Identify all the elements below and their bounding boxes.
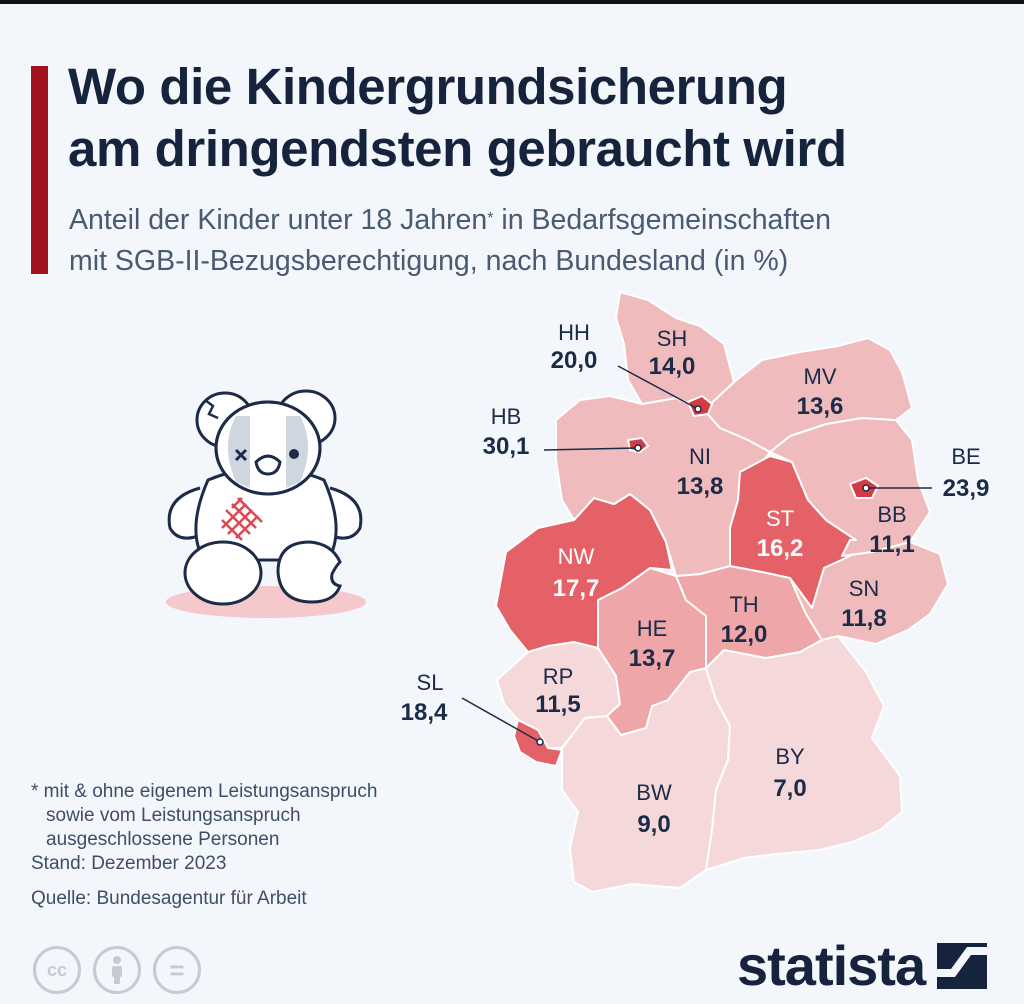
label-st-value: 16,2 [757, 535, 804, 562]
footnote-line-3: ausgeschlossene Personen [46, 829, 280, 850]
label-st-code: ST [766, 506, 794, 531]
state-he-shape [597, 567, 707, 736]
bear-left-leg [183, 540, 263, 606]
subtitle: Anteil der Kinder unter 18 Jahren* in Be… [69, 200, 1009, 282]
teddy-bear-illustration [166, 389, 366, 618]
label-bw-code: BW [636, 780, 672, 805]
label-sh-code: SH [657, 326, 688, 351]
state-mv-shape [703, 337, 913, 453]
label-th-value: 12,0 [721, 621, 768, 648]
cc-icon-text: cc [46, 959, 68, 980]
person-icon [112, 956, 122, 984]
state-labels: SH 14,0 HH 20,0 MV 13,6 HB 30,1 NI 13,8 … [401, 320, 990, 838]
label-sn-code: SN [849, 576, 880, 601]
label-rp-code: RP [543, 664, 574, 689]
title-line-1: Wo die Kindergrundsicherung [68, 58, 788, 115]
cc-icon[interactable]: cc [33, 946, 81, 994]
nd-icon-text: = [169, 954, 185, 985]
leader-dots [536, 405, 870, 746]
label-hh-code: HH [558, 320, 590, 345]
attribution-icon[interactable] [93, 946, 141, 994]
label-sh-value: 14,0 [649, 353, 696, 380]
label-ni-value: 13,8 [677, 473, 724, 500]
label-hb-code: HB [491, 404, 522, 429]
label-bb-value: 11,1 [869, 531, 914, 558]
label-be-code: BE [951, 444, 980, 469]
label-mv-value: 13,6 [797, 393, 844, 420]
subtitle-text-b: in Bedarfsgemeinschaften [493, 204, 831, 236]
label-mv-code: MV [804, 364, 837, 389]
footnote-line-2: sowie vom Leistungsanspruch [46, 805, 301, 826]
label-sl-code: SL [417, 670, 444, 695]
label-by-value: 7,0 [773, 775, 806, 802]
label-sl-value: 18,4 [401, 699, 448, 726]
states-layer [495, 291, 949, 893]
title-accent-bar [31, 66, 48, 274]
bear-right-leg [276, 540, 343, 604]
label-ni-code: NI [689, 444, 711, 469]
label-bb-code: BB [877, 502, 906, 527]
statista-logo-icon [937, 943, 988, 989]
state-sh-shape [615, 291, 735, 411]
bear-patch [221, 497, 263, 541]
source-note: Quelle: Bundesagentur für Arbeit [31, 888, 307, 909]
label-nw-code: NW [558, 544, 595, 569]
title-line-2: am dringendsten gebraucht wird [68, 120, 847, 177]
no-derivatives-icon[interactable]: = [153, 946, 201, 994]
footnote: * mit & ohne eigenem Leistungsanspruch s… [31, 780, 451, 876]
subtitle-line-2: mit SGB-II-Bezugsberechtigung, nach Bund… [69, 245, 789, 277]
footnote-marker: * [487, 210, 494, 227]
label-sn-value: 11,8 [841, 605, 886, 632]
top-border [0, 0, 1024, 4]
label-hh-value: 20,0 [551, 347, 598, 374]
brand-name: statista [737, 934, 926, 997]
label-rp-value: 11,5 [535, 691, 580, 718]
statista-logo[interactable]: statista [737, 934, 988, 997]
footnote-line-1: * mit & ohne eigenem Leistungsanspruch [31, 781, 378, 802]
label-nw-value: 17,7 [553, 575, 600, 602]
footnote-stand: Stand: Dezember 2023 [31, 853, 227, 874]
label-hb-value: 30,1 [483, 433, 530, 460]
subtitle-line-1: Anteil der Kinder unter 18 Jahren* in Be… [69, 200, 1009, 241]
page-title: Wo die Kindergrundsicherung am dringends… [68, 56, 1008, 180]
label-be-value: 23,9 [943, 475, 990, 502]
label-bw-value: 9,0 [637, 811, 670, 838]
label-he-value: 13,7 [629, 645, 676, 672]
label-th-code: TH [729, 592, 758, 617]
license-icons: cc = [33, 946, 201, 994]
subtitle-text-a: Anteil der Kinder unter 18 Jahren [69, 204, 488, 236]
leader-lines [461, 365, 932, 743]
label-he-code: HE [637, 616, 668, 641]
label-by-code: BY [775, 744, 805, 769]
